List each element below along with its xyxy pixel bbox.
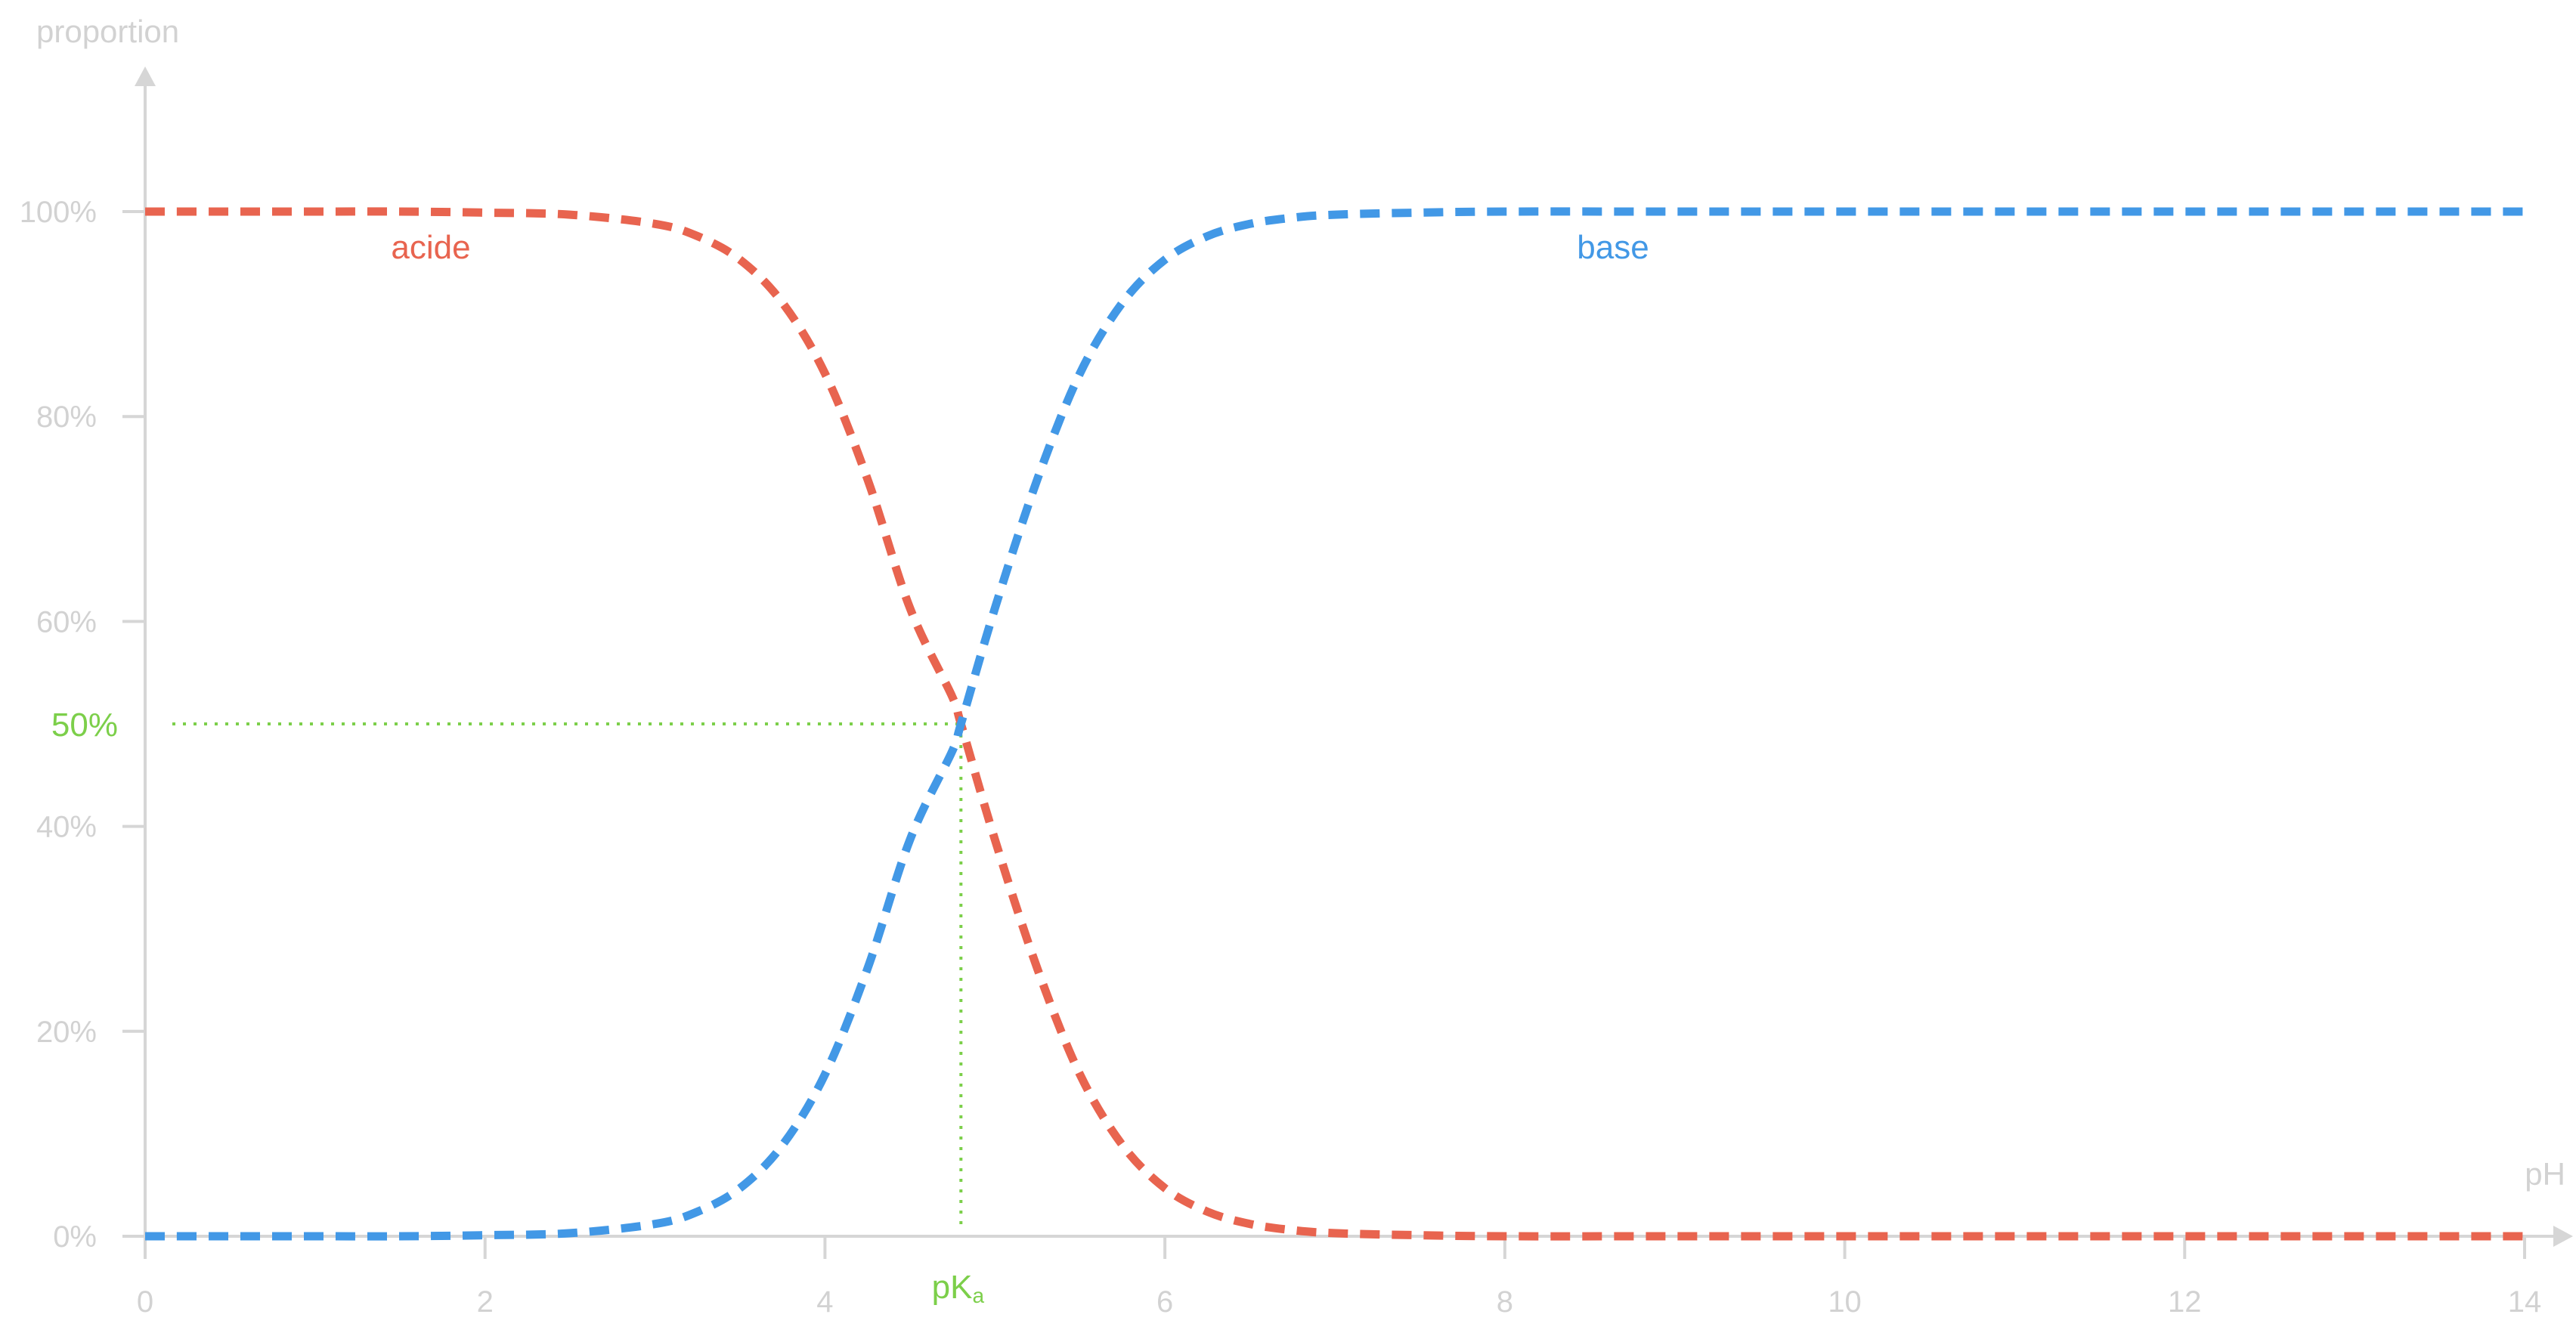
- x-axis-title: pH: [2525, 1156, 2565, 1192]
- x-axis-arrow-icon: [2553, 1226, 2573, 1247]
- series-line-base: [145, 207, 2525, 1241]
- y-tick-label: 100%: [20, 196, 97, 229]
- x-tick-label: 14: [2508, 1285, 2542, 1319]
- series-label-acide: acide: [391, 229, 470, 266]
- x-tick-label: 2: [477, 1285, 494, 1319]
- y-tick-label: 60%: [36, 605, 97, 639]
- pka-label: pKa: [932, 1269, 985, 1307]
- y-axis-arrow-icon: [135, 66, 156, 86]
- x-tick-label: 6: [1156, 1285, 1173, 1319]
- series-label-base: base: [1577, 229, 1649, 266]
- pka-guides: [172, 722, 963, 1230]
- x-tick-label: 10: [1828, 1285, 1862, 1319]
- series-line-acide: [145, 207, 2525, 1241]
- x-tick-label: 8: [1497, 1285, 1513, 1319]
- half-proportion-label: 50%: [51, 707, 118, 744]
- y-tick-label: 40%: [36, 811, 97, 844]
- y-tick-label: 80%: [36, 400, 97, 434]
- series-curves: [145, 207, 2525, 1241]
- chart-labels: proportion pH 50% pKa acide base: [36, 14, 2565, 1307]
- y-tick-label: 0%: [53, 1220, 97, 1254]
- y-tick-label: 20%: [36, 1016, 97, 1049]
- x-tick-label: 0: [137, 1285, 153, 1319]
- x-tick-label: 4: [816, 1285, 833, 1319]
- y-axis-title: proportion: [36, 14, 179, 49]
- x-tick-label: 12: [2168, 1285, 2202, 1319]
- axes: 0 2 4 6 8 10 12 14 0% 20% 40% 60% 80% 100%: [20, 66, 2573, 1319]
